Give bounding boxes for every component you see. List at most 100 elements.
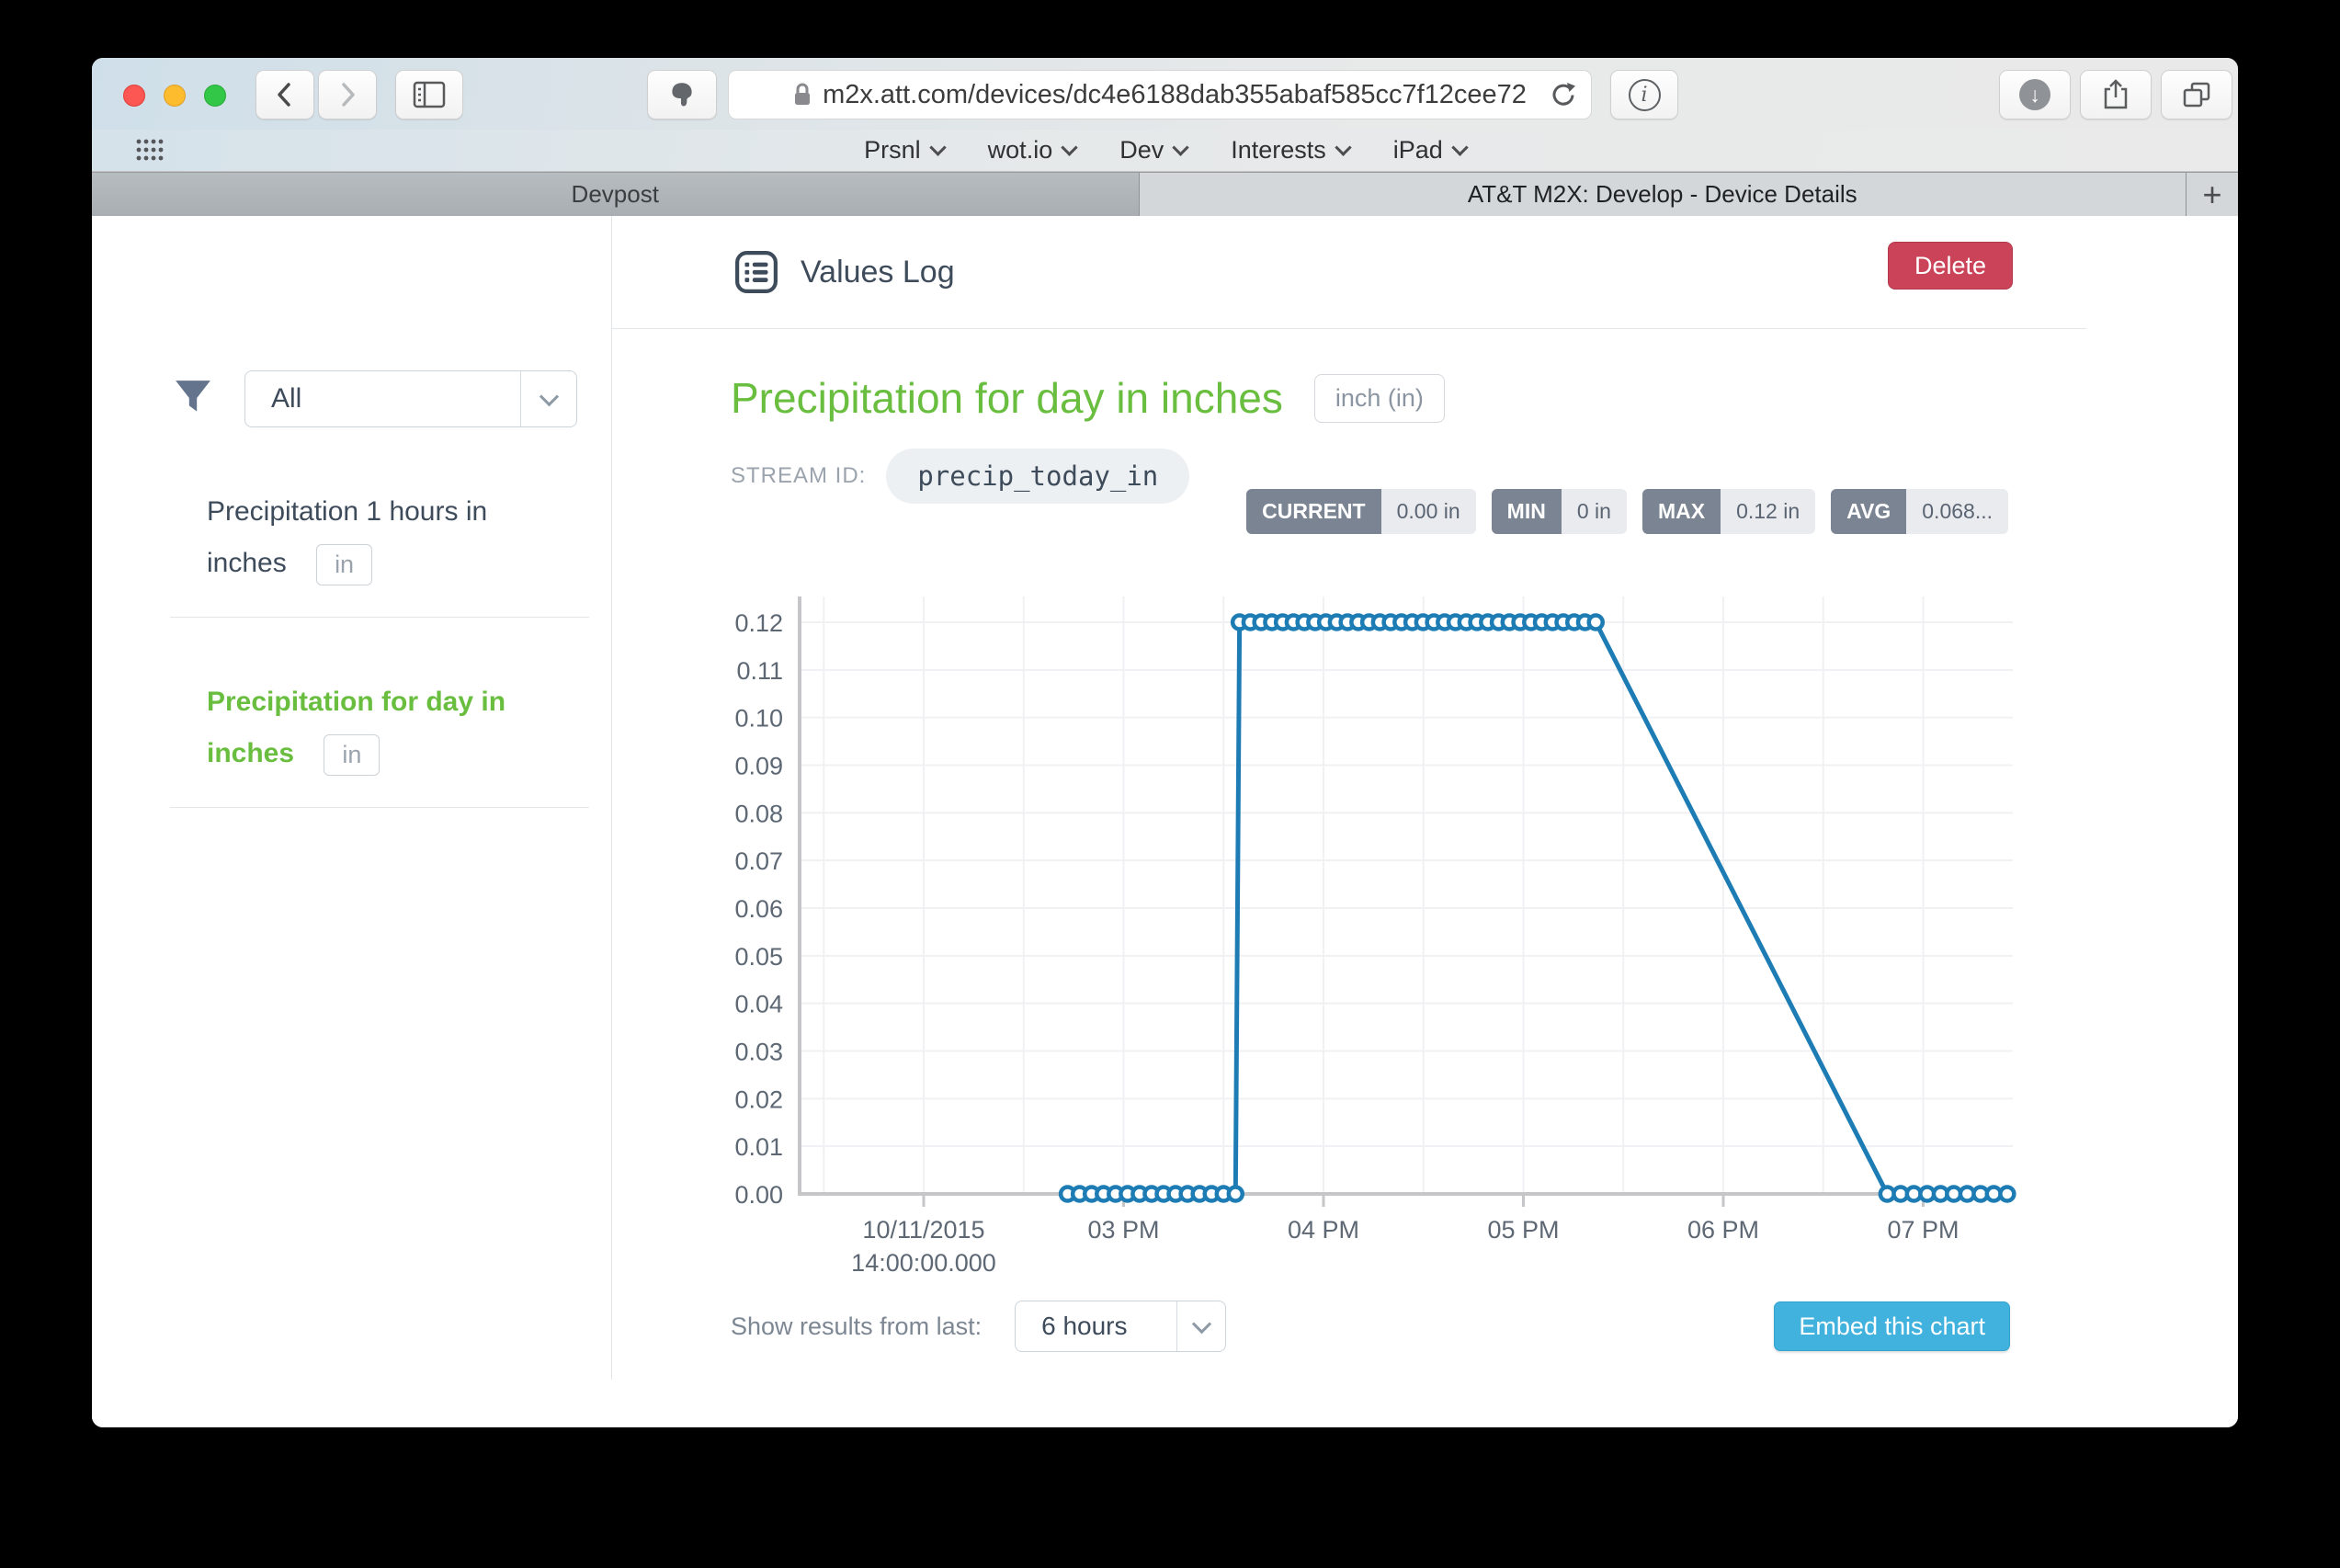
y-tick-label: 0.06 <box>734 895 783 923</box>
filter-funnel-icon <box>176 381 210 412</box>
filter-selected-value: All <box>271 383 302 414</box>
minimize-window-button[interactable] <box>164 85 186 107</box>
chevron-down-icon <box>1335 139 1352 156</box>
evernote-extension-button[interactable] <box>647 70 717 119</box>
select-chevron <box>520 371 576 426</box>
stream-name: Precipitation 1 hours in inches <box>207 496 488 578</box>
y-tick-label: 0.12 <box>734 609 783 637</box>
stream-filter-row: All <box>135 370 611 427</box>
time-range-value: 6 hours <box>1041 1312 1128 1340</box>
sidebar-toggle-button[interactable] <box>395 70 463 119</box>
x-tick-label: 04 PM <box>1288 1216 1359 1244</box>
evernote-elephant-icon <box>672 83 692 107</box>
sidebar-item-precip-1h[interactable]: Precipitation 1 hours in inches in <box>135 486 519 589</box>
x-tick-label: 14:00:00.000 <box>851 1249 996 1277</box>
sidebar-item-precip-day[interactable]: Precipitation for day in inches in <box>135 676 519 779</box>
y-tick-label: 0.07 <box>734 847 783 875</box>
stat-min: MIN 0 in <box>1491 489 1627 534</box>
show-results-label: Show results from last: <box>731 1312 983 1340</box>
y-tick-label: 0.00 <box>734 1181 783 1209</box>
x-tick-label: 05 PM <box>1487 1216 1559 1244</box>
chart-point <box>1226 1185 1245 1203</box>
values-log-list-icon <box>735 251 778 293</box>
y-tick-label: 0.10 <box>734 705 783 733</box>
select-chevron <box>1176 1301 1225 1351</box>
y-tick-label: 0.04 <box>734 991 783 1018</box>
bookmarks-bar: Prsnl wot.io Dev Interests iPad <box>92 130 2238 172</box>
stream-detail-panel: Values Log Delete Precipitation for day … <box>612 216 2086 1427</box>
info-icon: i <box>1628 78 1661 111</box>
y-tick-label: 0.11 <box>736 657 783 685</box>
x-tick-label: 03 PM <box>1087 1216 1159 1244</box>
back-button[interactable] <box>256 70 314 119</box>
delete-button[interactable]: Delete <box>1887 242 2013 290</box>
new-tab-button[interactable]: + <box>2187 173 2238 216</box>
sidebar-main-divider <box>611 216 612 1380</box>
stream-title: Precipitation for day in inches <box>731 374 1283 422</box>
stream-unit-badge: inch (in) <box>1313 373 1445 423</box>
x-tick-label: 06 PM <box>1687 1216 1759 1244</box>
stream-name: Precipitation for day in inches <box>207 687 506 768</box>
stream-id-label: STREAM ID: <box>731 463 867 488</box>
url-text: m2x.att.com/devices/dc4e6188dab355abaf58… <box>823 79 1527 109</box>
forward-button[interactable] <box>318 70 377 119</box>
chevron-down-icon <box>539 386 559 406</box>
stat-avg: AVG 0.068... <box>1831 489 2008 534</box>
address-bar[interactable]: m2x.att.com/devices/dc4e6188dab355abaf58… <box>728 70 1592 119</box>
streams-sidebar: All Precipitation 1 hours in inches in P… <box>135 216 611 808</box>
stat-max: MAX 0.12 in <box>1641 489 1816 534</box>
lock-icon <box>795 83 811 105</box>
share-button[interactable] <box>2080 70 2152 119</box>
tab-overview-icon <box>2183 82 2210 108</box>
stream-id-row: STREAM ID: precip_today_in <box>731 449 2086 504</box>
y-tick-label: 0.05 <box>734 943 783 971</box>
time-range-select[interactable]: 6 hours <box>1015 1301 1227 1352</box>
tab-overview-button[interactable] <box>2161 70 2232 119</box>
sidebar-icon <box>413 81 446 108</box>
y-tick-label: 0.02 <box>734 1085 783 1113</box>
window-controls <box>123 85 226 107</box>
reload-button[interactable] <box>1549 80 1578 114</box>
chart-point <box>1998 1185 2016 1203</box>
chart-footer: Show results from last: 6 hours Embed th… <box>731 1301 2010 1352</box>
reload-icon <box>1552 83 1575 106</box>
y-tick-label: 0.03 <box>734 1039 783 1066</box>
browser-toolbar: m2x.att.com/devices/dc4e6188dab355abaf58… <box>92 58 2238 130</box>
frequently-visited-grid-icon[interactable] <box>134 137 165 167</box>
downloads-button[interactable]: ↓ <box>1999 70 2071 119</box>
stream-stats: CURRENT 0.00 in MIN 0 in MAX 0.12 in AVG… <box>1246 489 2008 534</box>
safari-window: m2x.att.com/devices/dc4e6188dab355abaf58… <box>92 58 2238 1427</box>
divider <box>170 807 589 808</box>
embed-chart-button[interactable]: Embed this chart <box>1774 1301 2010 1351</box>
bookmark-ipad[interactable]: iPad <box>1393 136 1469 165</box>
values-log-title: Values Log <box>801 254 955 290</box>
y-tick-label: 0.01 <box>734 1133 783 1161</box>
chevron-down-icon <box>928 139 947 156</box>
y-tick-label: 0.08 <box>734 800 783 827</box>
stat-current: CURRENT 0.00 in <box>1246 489 1476 534</box>
precipitation-line-chart: 0.00 0.01 0.02 0.03 0.04 0.05 0.06 0.07 0.08 0.09… <box>734 597 2016 1277</box>
tab-m2x-device-details[interactable]: AT&T M2X: Develop - Device Details <box>1139 173 2187 216</box>
bookmark-wotio[interactable]: wot.io <box>988 136 1078 165</box>
bookmark-interests[interactable]: Interests <box>1231 136 1352 165</box>
x-tick-label: 07 PM <box>1887 1216 1959 1244</box>
fullscreen-window-button[interactable] <box>204 85 226 107</box>
info-button[interactable]: i <box>1610 70 1678 119</box>
chevron-down-icon <box>1451 139 1469 156</box>
stream-id-value: precip_today_in <box>886 449 1190 504</box>
x-tick-label: 10/11/2015 <box>862 1216 984 1244</box>
bookmark-prsnl[interactable]: Prsnl <box>864 136 947 165</box>
stream-title-row: Precipitation for day in inches inch (in… <box>731 373 2086 423</box>
tab-bar: Devpost AT&T M2X: Develop - Device Detai… <box>92 172 2238 216</box>
close-window-button[interactable] <box>123 85 145 107</box>
y-tick-label: 0.09 <box>734 753 783 780</box>
stream-filter-select[interactable]: All <box>244 370 577 427</box>
bookmark-dev[interactable]: Dev <box>1119 136 1189 165</box>
unit-badge: in <box>324 733 381 776</box>
download-arrow-icon: ↓ <box>2019 79 2050 110</box>
tab-devpost[interactable]: Devpost <box>92 173 1140 216</box>
bookmark-folders: Prsnl wot.io Dev Interests iPad <box>864 136 1469 165</box>
unit-badge: in <box>316 543 373 585</box>
chevron-down-icon <box>1191 1313 1211 1334</box>
divider <box>170 617 589 618</box>
